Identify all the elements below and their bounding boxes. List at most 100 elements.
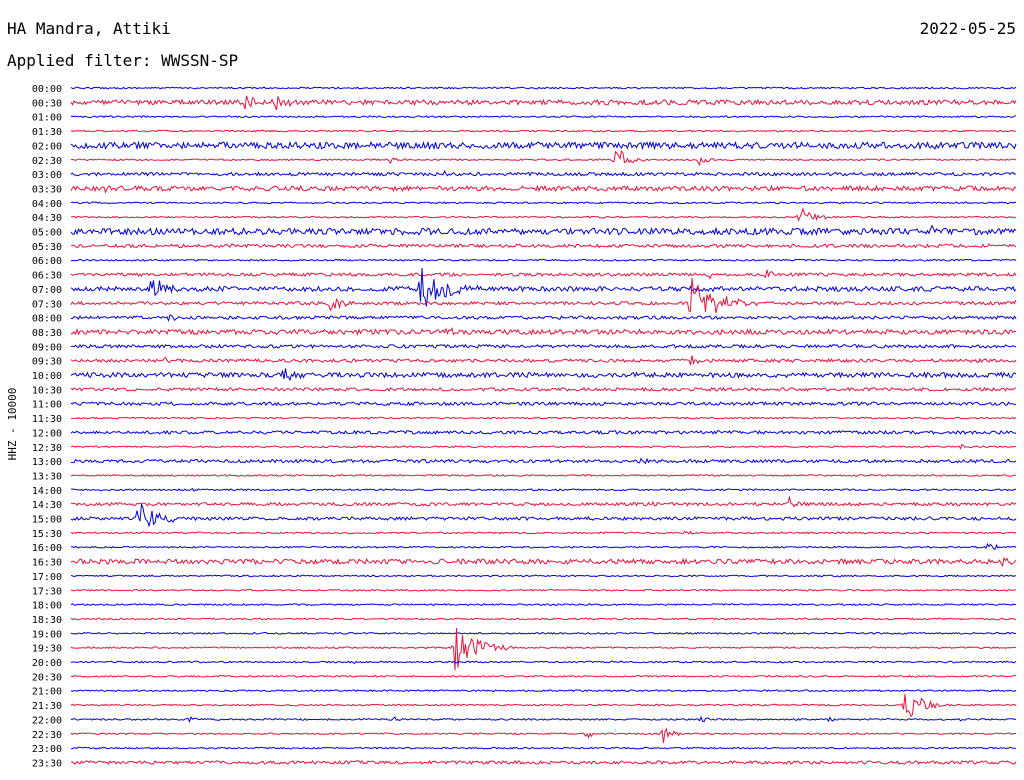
time-label: 01:30 bbox=[32, 127, 62, 138]
time-label: 13:00 bbox=[32, 457, 62, 468]
time-label: 16:00 bbox=[32, 543, 62, 554]
trace-line bbox=[71, 759, 1017, 765]
time-label: 12:00 bbox=[32, 428, 62, 439]
time-label: 11:00 bbox=[32, 400, 62, 411]
time-label: 10:00 bbox=[32, 371, 62, 382]
time-label: 10:30 bbox=[32, 385, 62, 396]
time-label: 17:00 bbox=[32, 572, 62, 583]
time-label: 22:00 bbox=[32, 715, 62, 726]
trace-line bbox=[70, 169, 1017, 177]
trace-line bbox=[70, 277, 1017, 314]
time-label: 13:30 bbox=[32, 471, 62, 482]
time-label: 00:30 bbox=[32, 98, 62, 109]
trace-line bbox=[70, 201, 1017, 205]
trace-line bbox=[71, 243, 1017, 249]
time-label: 14:30 bbox=[32, 500, 62, 511]
time-label: 20:00 bbox=[32, 658, 62, 669]
time-label: 11:30 bbox=[32, 414, 62, 425]
time-label: 15:30 bbox=[32, 529, 62, 540]
time-label: 04:00 bbox=[32, 199, 62, 210]
trace-line bbox=[70, 693, 1017, 718]
trace-line bbox=[70, 487, 1017, 492]
time-label: 23:30 bbox=[32, 758, 62, 769]
time-label: 01:00 bbox=[32, 113, 62, 124]
time-label: 04:30 bbox=[32, 213, 62, 224]
time-label: 03:30 bbox=[32, 184, 62, 195]
trace-line bbox=[70, 355, 1017, 366]
filter-label: Applied filter: WWSSN-SP bbox=[7, 51, 239, 70]
time-label: 00:00 bbox=[32, 84, 62, 95]
trace-line bbox=[70, 224, 1017, 237]
time-label: 14:00 bbox=[32, 486, 62, 497]
time-label: 22:30 bbox=[32, 730, 62, 741]
trace-line bbox=[70, 556, 1017, 568]
trace-line bbox=[70, 457, 1017, 465]
station-title: HA Mandra, Attiki bbox=[7, 19, 171, 38]
trace-line bbox=[70, 258, 1017, 262]
trace-line bbox=[70, 627, 1017, 671]
trace-line bbox=[70, 631, 1017, 635]
trace-line bbox=[70, 617, 1017, 621]
time-label: 02:30 bbox=[32, 156, 62, 167]
trace-line bbox=[70, 674, 1016, 678]
time-label: 08:00 bbox=[32, 314, 62, 325]
time-label: 15:00 bbox=[32, 515, 62, 526]
time-label: 19:30 bbox=[32, 644, 62, 655]
trace-line bbox=[70, 588, 1017, 592]
trace-line bbox=[70, 184, 1017, 194]
time-label: 06:00 bbox=[32, 256, 62, 267]
trace-line bbox=[70, 495, 1017, 508]
trace-line bbox=[70, 530, 1017, 535]
time-label: 18:00 bbox=[32, 601, 62, 612]
trace-line bbox=[70, 267, 1017, 307]
time-label: 18:30 bbox=[32, 615, 62, 626]
time-label: 08:30 bbox=[32, 328, 62, 339]
trace-line bbox=[70, 503, 1017, 528]
trace-line bbox=[70, 401, 1017, 407]
trace-line bbox=[70, 386, 1017, 393]
plot-date: 2022-05-25 bbox=[919, 19, 1016, 38]
channel-label: HHZ - 10000 bbox=[6, 388, 19, 461]
trace-line bbox=[70, 603, 1017, 607]
trace-line bbox=[70, 269, 1017, 280]
trace-line bbox=[70, 368, 1017, 382]
trace-line bbox=[70, 660, 1017, 665]
trace-line bbox=[70, 727, 1016, 743]
trace-line bbox=[70, 149, 1017, 167]
trace-line bbox=[71, 206, 1017, 222]
time-label: 07:00 bbox=[32, 285, 62, 296]
time-label: 12:30 bbox=[32, 443, 62, 454]
time-label: 17:30 bbox=[32, 586, 62, 597]
time-label: 21:00 bbox=[32, 687, 62, 698]
time-label: 09:00 bbox=[32, 342, 62, 353]
trace-line bbox=[71, 746, 1017, 750]
trace-line bbox=[70, 129, 1017, 133]
trace-line bbox=[71, 314, 1017, 323]
time-label: 05:30 bbox=[32, 242, 62, 253]
trace-line bbox=[70, 574, 1017, 578]
trace-line bbox=[70, 429, 1017, 435]
trace-line bbox=[70, 95, 1017, 111]
time-label: 23:00 bbox=[32, 744, 62, 755]
time-label: 07:30 bbox=[32, 299, 62, 310]
time-label: 21:30 bbox=[32, 701, 62, 712]
time-label: 09:30 bbox=[32, 357, 62, 368]
trace-line bbox=[70, 443, 1017, 450]
time-label: 05:00 bbox=[32, 228, 62, 239]
trace-line bbox=[71, 542, 1017, 551]
trace-line bbox=[70, 715, 1017, 723]
time-label: 20:30 bbox=[32, 672, 62, 683]
trace-line bbox=[70, 86, 1017, 90]
trace-group bbox=[70, 86, 1017, 765]
trace-line bbox=[70, 115, 1017, 119]
time-label: 03:00 bbox=[32, 170, 62, 181]
time-label-group: 00:00 00:30 01:00 01:30 02:00 02:30 03:00 03:30… bbox=[32, 84, 62, 769]
time-label: 19:00 bbox=[32, 629, 62, 640]
trace-line bbox=[70, 416, 1017, 420]
trace-line bbox=[70, 689, 1017, 693]
trace-line bbox=[70, 343, 1017, 350]
time-label: 16:30 bbox=[32, 558, 62, 569]
trace-line bbox=[70, 473, 1017, 477]
time-label: 02:00 bbox=[32, 141, 62, 152]
